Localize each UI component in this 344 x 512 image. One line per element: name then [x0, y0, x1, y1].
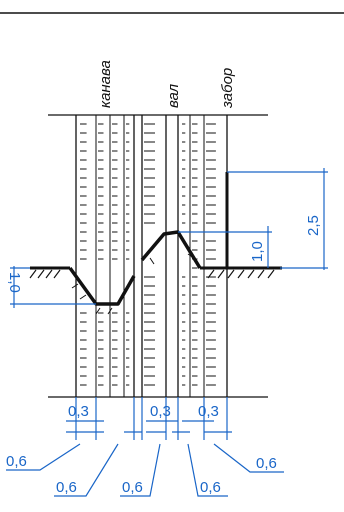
- dim-fence-height: 2,5: [305, 215, 322, 236]
- dim-0-3-left: 0,3: [68, 403, 89, 420]
- dim-0-6-c: 0,6: [122, 479, 143, 496]
- rampart-profile: [140, 230, 202, 269]
- label-rampart: вал: [165, 83, 182, 108]
- label-fence: забор: [219, 68, 236, 109]
- dim-0-6-e: 0,6: [256, 455, 277, 472]
- dim-0-6-a: 0,6: [6, 453, 27, 470]
- strip-boundaries: [48, 114, 268, 398]
- dim-0-6-b: 0,6: [56, 479, 77, 496]
- dimension-lines: [6, 168, 328, 497]
- dim-0-3-mid: 0,3: [150, 403, 171, 420]
- dim-0-6-d: 0,6: [200, 479, 221, 496]
- strip-dividers: [95, 115, 205, 397]
- dim-rampart-height: 1,0: [249, 241, 266, 262]
- rampart-hatch: [149, 253, 195, 265]
- dim-0-3-right: 0,3: [198, 403, 219, 420]
- ground-hatch: [29, 269, 275, 279]
- ditch-hatch: [71, 283, 127, 315]
- dim-ditch-depth: 1,0: [6, 272, 23, 293]
- label-ditch: канава: [97, 60, 114, 108]
- strip-hatching: [80, 123, 216, 386]
